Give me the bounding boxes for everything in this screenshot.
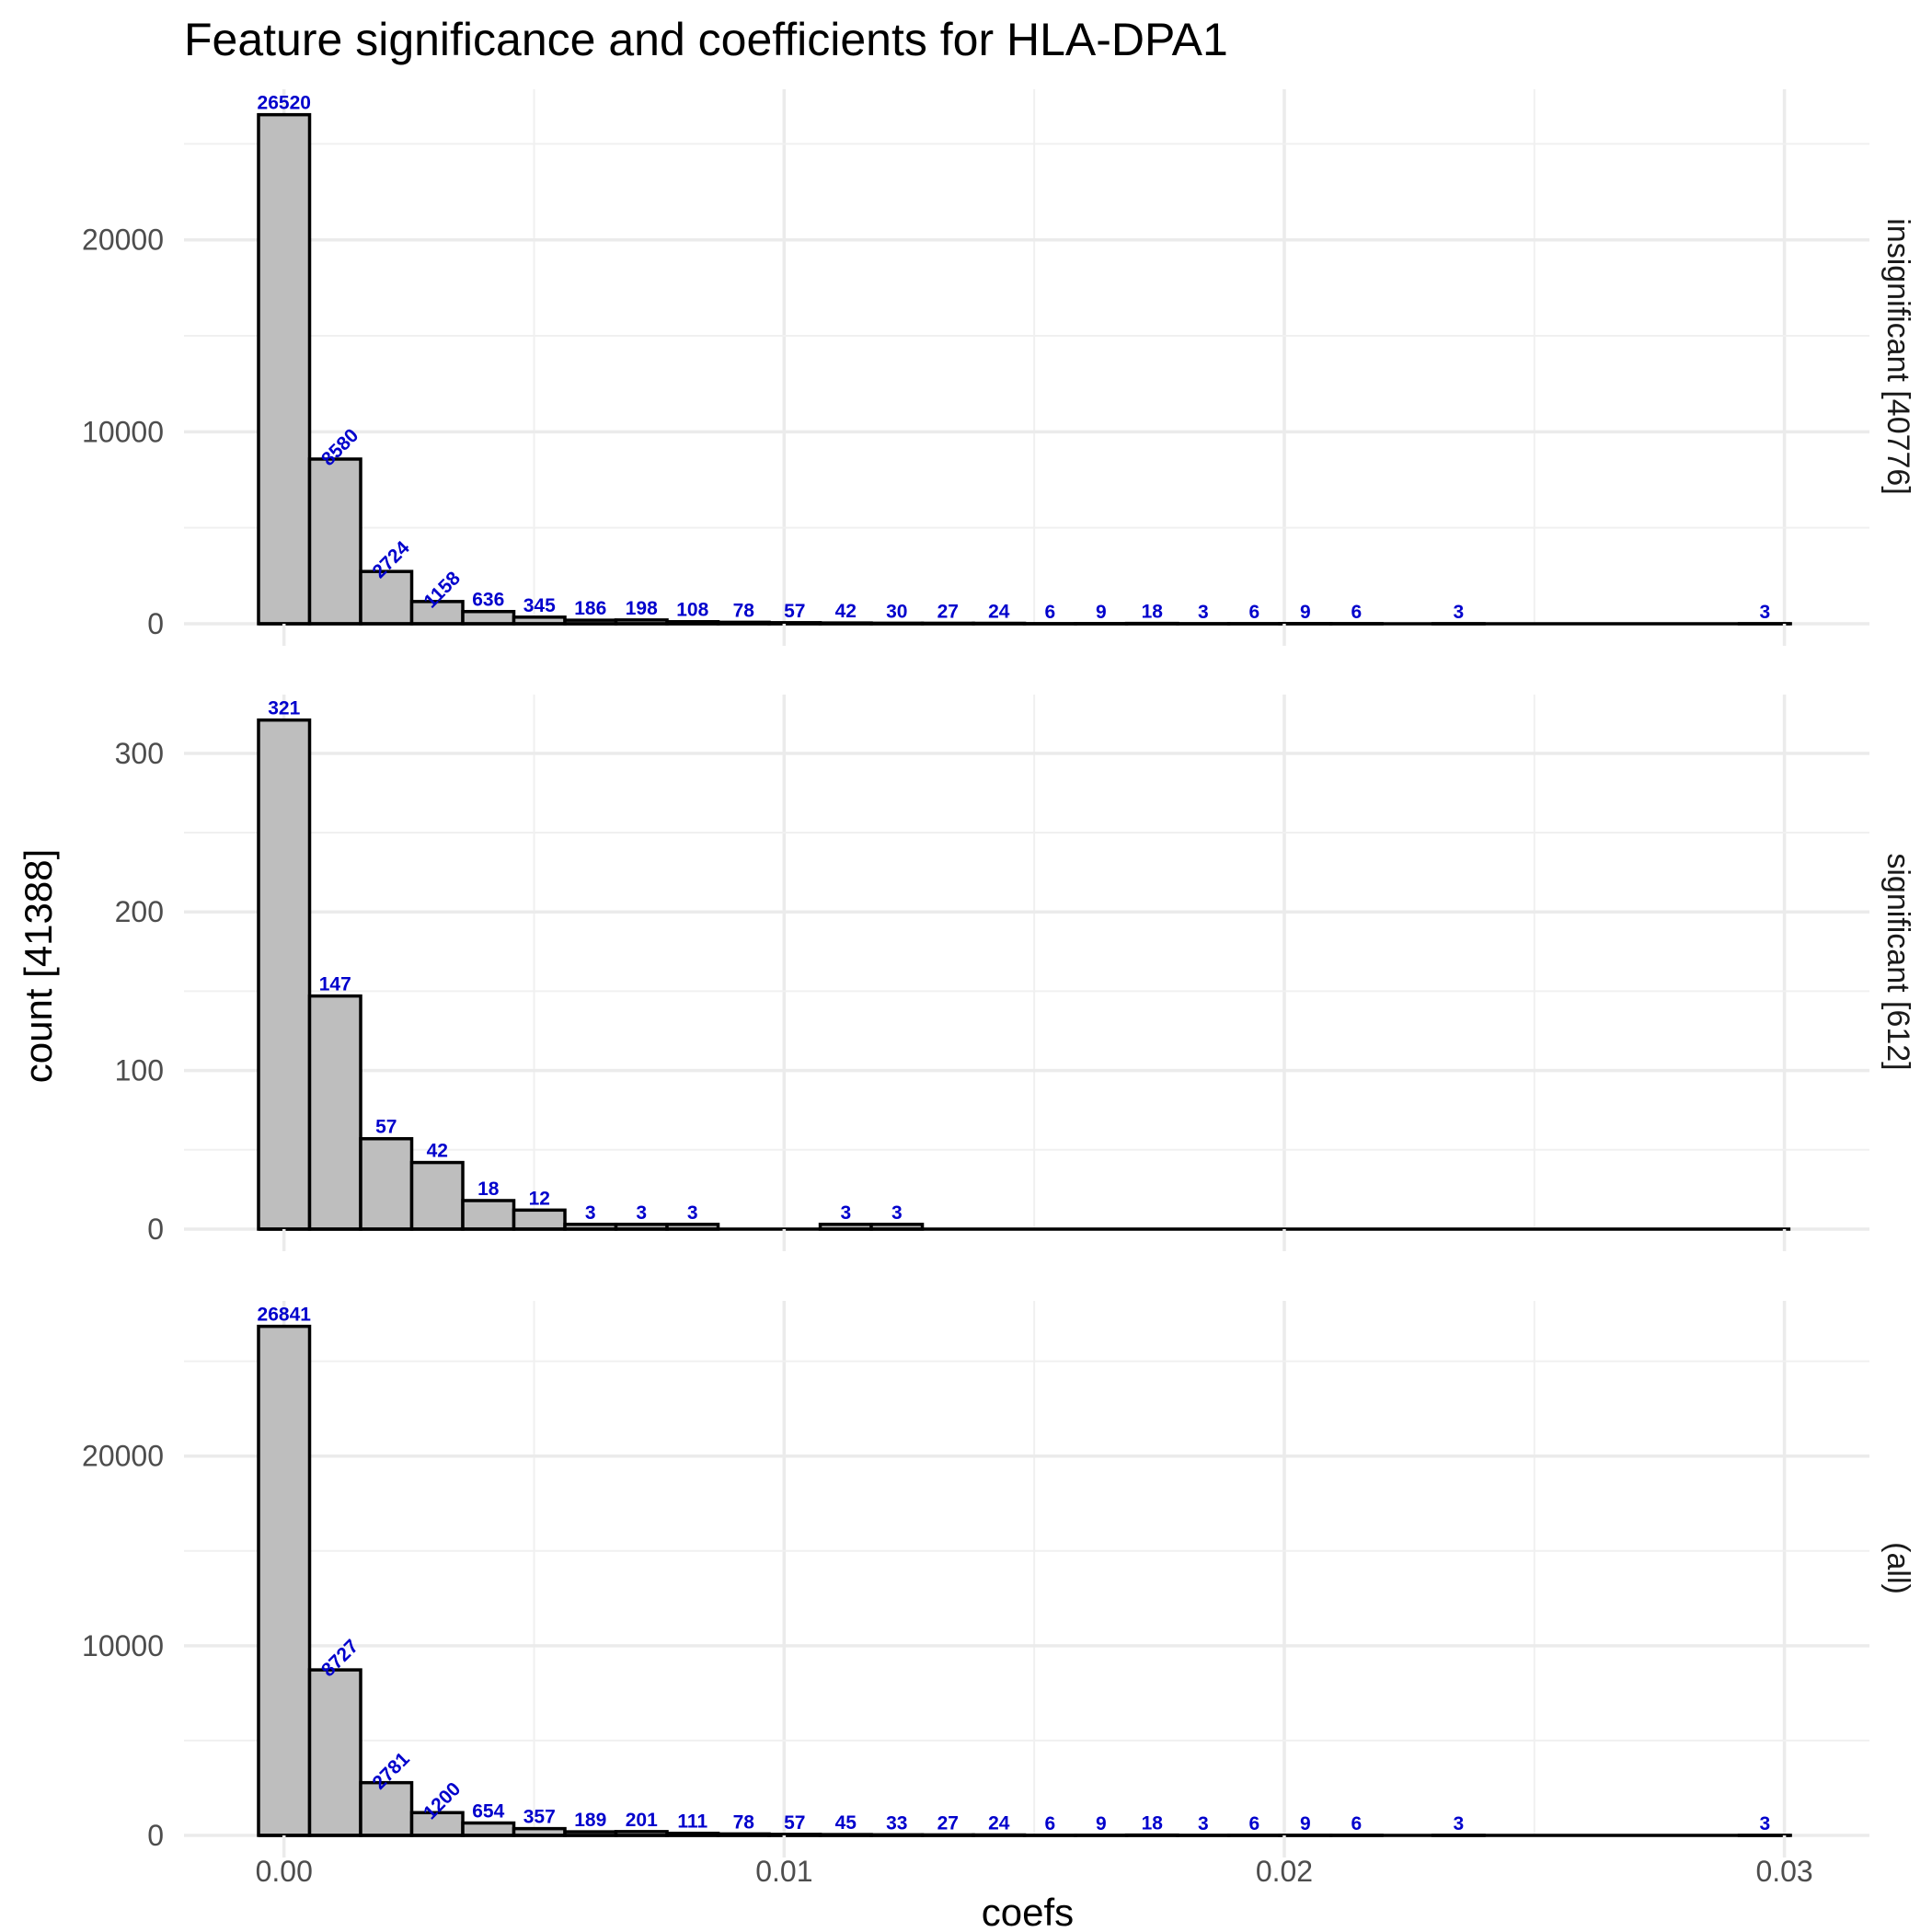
- bar-value-label: 57: [375, 1117, 397, 1138]
- histogram-bar: [359, 1136, 414, 1231]
- bar-value-label: 12: [529, 1188, 550, 1209]
- bar-value-label: 3: [636, 1202, 647, 1224]
- histogram-bar: [307, 457, 362, 626]
- bar-value-label: 654: [472, 1801, 504, 1823]
- bar-value-label: 321: [268, 698, 300, 719]
- bar-value-label: 9: [1300, 602, 1311, 623]
- x-tick-label: 0.00: [256, 1855, 313, 1888]
- histogram-bar: [257, 718, 312, 1231]
- facet-panel: 0 100 200 300 321 147 57 42 18 12 3 3 3 3 3 significant…: [115, 695, 1915, 1251]
- bar-value-label: 186: [574, 598, 606, 619]
- y-tick-label: 100: [115, 1054, 164, 1087]
- chart-title: Feature significance and coefficients fo…: [184, 14, 1228, 65]
- bar-value-label: 3: [687, 1202, 698, 1224]
- x-tick-label: 0.03: [1755, 1855, 1812, 1888]
- bar-value-label: 3: [585, 1202, 596, 1224]
- x-tick-label: 0.01: [755, 1855, 812, 1888]
- histogram-bar: [257, 112, 312, 626]
- bar-value-label: 147: [319, 974, 351, 995]
- bar-value-label: 3: [840, 1202, 851, 1224]
- y-axis-title: count [41388]: [17, 849, 60, 1084]
- bar-value-label: 30: [886, 601, 907, 622]
- histogram-bar: [409, 1811, 465, 1837]
- bar-value-label: 6: [1248, 602, 1259, 623]
- bar-value-label: 357: [523, 1807, 556, 1828]
- histogram-bar: [409, 1160, 465, 1231]
- histogram-bar: [257, 1324, 312, 1837]
- histogram-bar: [461, 1199, 516, 1231]
- bar-value-label: 78: [733, 600, 755, 621]
- y-tick-label: 10000: [82, 1629, 164, 1662]
- bar-value-label: 9: [1096, 1813, 1107, 1834]
- bar-value-label: 57: [784, 1812, 805, 1834]
- bar-value-label: 3: [1198, 602, 1209, 623]
- y-tick-label: 20000: [82, 1440, 164, 1473]
- bar-value-label: 9: [1096, 602, 1107, 623]
- bar-value-label: 6: [1351, 1813, 1362, 1834]
- histogram-bar: [461, 609, 516, 626]
- bar-value-label: 189: [574, 1810, 606, 1831]
- bar-value-label: 108: [676, 600, 708, 621]
- bar-value-label: 6: [1044, 602, 1055, 623]
- histogram-bar: [307, 1668, 362, 1837]
- y-tick-label: 20000: [82, 224, 164, 257]
- bar-value-label: 27: [937, 1812, 959, 1834]
- histogram-bar: [307, 994, 362, 1231]
- bar-value-label: 45: [835, 1812, 857, 1834]
- bars: [257, 112, 1792, 626]
- y-tick-label: 10000: [82, 415, 164, 448]
- y-tick-label: 200: [115, 895, 164, 928]
- bar-value-label: 3: [891, 1202, 903, 1224]
- bar-value-label: 24: [988, 1813, 1010, 1834]
- bar-value-label: 111: [677, 1811, 707, 1833]
- y-tick-label: 0: [147, 607, 164, 640]
- bar-value-label: 6: [1248, 1813, 1259, 1834]
- x-axis-title: coefs: [982, 1891, 1074, 1932]
- bar-value-label: 345: [523, 595, 556, 616]
- y-tick-label: 300: [115, 737, 164, 770]
- x-axis: 0.00 0.01 0.02 0.03: [256, 1855, 1813, 1888]
- bar-value-label: 42: [835, 601, 857, 622]
- bar-value-label: 636: [472, 590, 504, 611]
- facet-strip-label: (all): [1880, 1542, 1915, 1594]
- facet-strip-label: insignificant [40776]: [1880, 218, 1915, 495]
- bar-value-label: 9: [1300, 1813, 1311, 1834]
- bar-value-label: 78: [733, 1811, 755, 1833]
- y-tick-label: 0: [147, 1819, 164, 1852]
- bars: [257, 718, 925, 1231]
- bar-value-label: 57: [784, 601, 805, 622]
- bar-value-label: 198: [626, 598, 658, 619]
- bar-value-label: 33: [886, 1812, 907, 1834]
- histogram-bar: [461, 1821, 516, 1837]
- histogram-bar: [359, 569, 414, 626]
- bar-value-label: 201: [626, 1810, 658, 1831]
- bar-value-label: 3: [1453, 602, 1464, 623]
- y-tick-label: 0: [147, 1213, 164, 1246]
- bar-value-label: 3: [1760, 602, 1771, 623]
- bar-value-label: 6: [1044, 1813, 1055, 1834]
- bar-value-label: 18: [1142, 1813, 1164, 1834]
- x-tick-label: 0.02: [1256, 1855, 1313, 1888]
- bar-value-label: 26841: [258, 1305, 312, 1326]
- bar-value-label: 6: [1351, 602, 1362, 623]
- bar-value-label: 27: [937, 601, 959, 622]
- bar-value-label: 3: [1453, 1813, 1464, 1834]
- histogram-bar: [512, 1208, 567, 1231]
- bars: [257, 1324, 1792, 1837]
- facet-strip-label: significant [612]: [1880, 853, 1915, 1070]
- bar-value-label: 3: [1198, 1813, 1209, 1834]
- bar-value-label: 18: [1142, 602, 1164, 623]
- bar-value-label: 3: [1760, 1813, 1771, 1834]
- bar-value-label: 18: [477, 1179, 500, 1200]
- bar-value-label: 26520: [258, 93, 311, 114]
- bar-value-label: 24: [988, 601, 1010, 622]
- bar-value-label: 42: [427, 1141, 448, 1162]
- bar-labels: 321 147 57 42 18 12 3 3 3 3 3: [268, 698, 902, 1224]
